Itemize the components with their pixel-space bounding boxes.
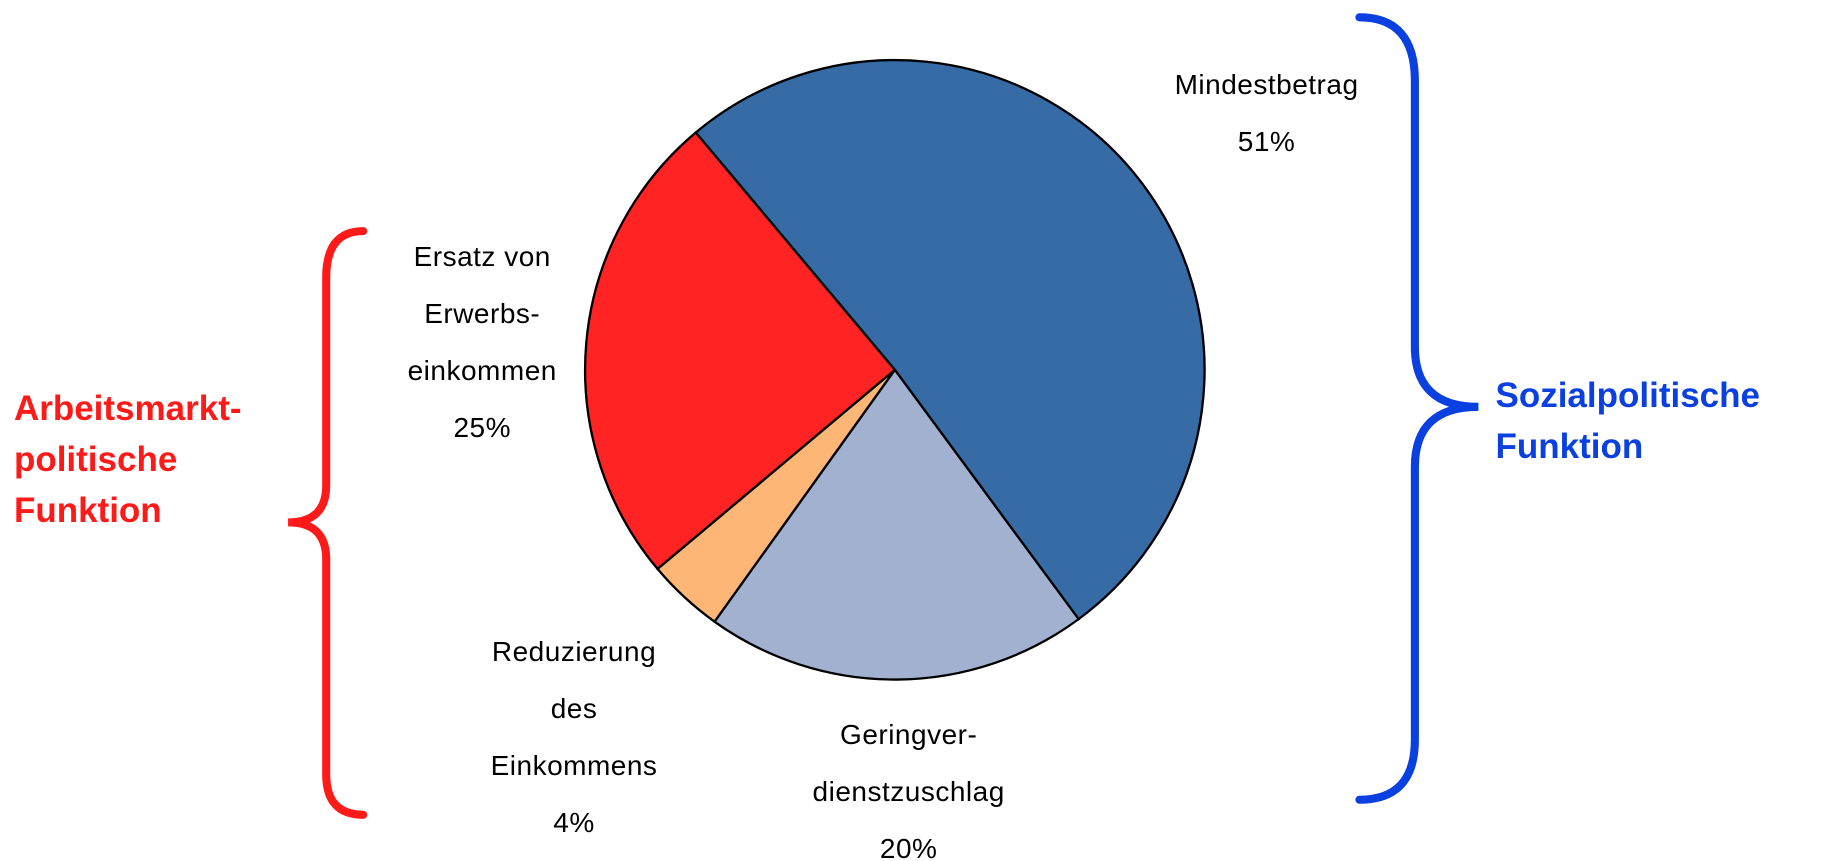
pie-slice [712, 367, 1081, 681]
slice-label: Ersatz von Erwerbs- einkommen 25% [408, 228, 557, 456]
slice-label: Geringver- dienstzuschlag 20% [813, 706, 1005, 861]
value-label: 20% [879, 833, 938, 861]
category-label: Geringver- dienstzuschlag [812, 719, 1005, 808]
annotation: Sozialpolitische Funktion [1495, 375, 1760, 466]
brace-right [1355, 13, 1479, 804]
slice-label: Mindestbetrag 51% [1175, 56, 1359, 170]
annotation: Arbeitsmarkt- politische Funktion [13, 389, 242, 531]
pie-slice [694, 58, 1206, 621]
category-label: Ersatz von Erwerbs- einkommen [407, 240, 557, 386]
value-label: 25% [453, 411, 511, 443]
brace-left [287, 227, 368, 819]
slice-label: Reduzierung des Einkommens 4% [491, 623, 658, 851]
category-label: Mindestbetrag [1174, 68, 1359, 100]
category-label: Reduzierung des Einkommens [490, 635, 658, 781]
value-label: 51% [1237, 125, 1296, 157]
value-label: 4% [553, 806, 595, 838]
pie-slice [583, 130, 897, 571]
